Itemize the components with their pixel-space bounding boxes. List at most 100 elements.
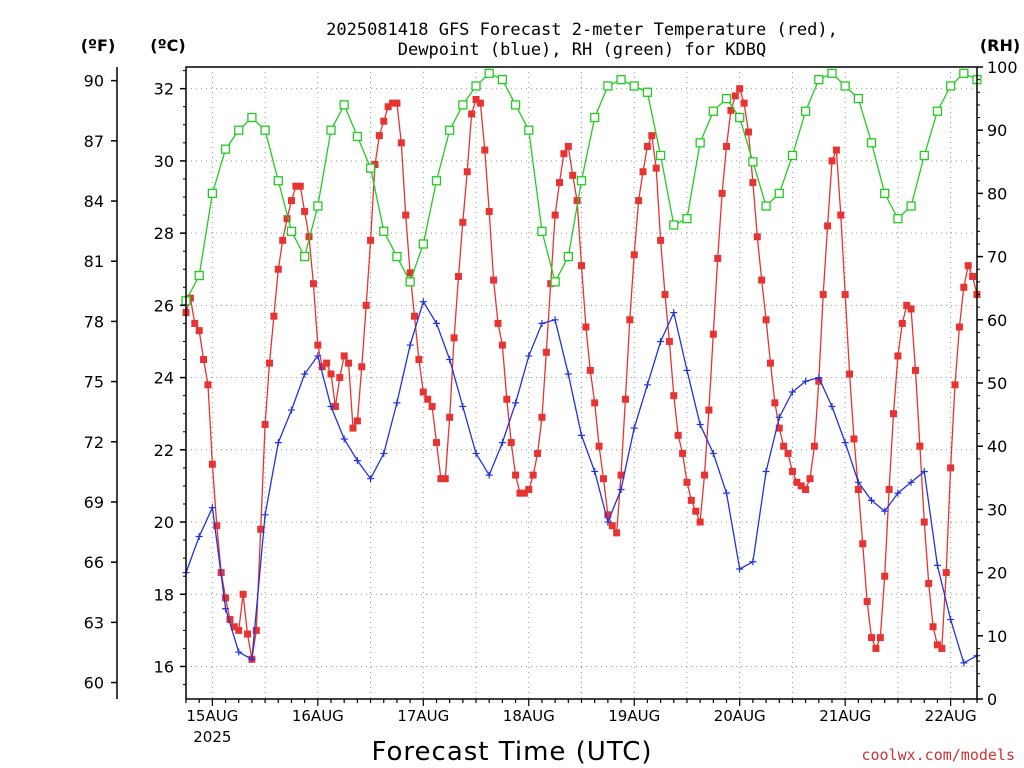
temperature-point (832, 146, 840, 154)
temperature-point (419, 388, 427, 396)
temperature-point (753, 233, 761, 241)
rh-point (326, 125, 336, 135)
dewpoint-point (920, 467, 928, 475)
rh-tick-label: 100 (987, 58, 1018, 77)
rh-point (194, 270, 204, 281)
temperature-point (951, 381, 959, 389)
temperature-point (806, 475, 814, 483)
chart-title-line1: 2025081418 GFS Forecast 2-meter Temperat… (326, 20, 838, 40)
dewpoint-point (683, 366, 691, 374)
dewpoint-point (762, 467, 770, 475)
dewpoint-point (195, 532, 203, 540)
rh-point (893, 214, 903, 224)
dewpoint-point (868, 496, 876, 504)
unit-label-celsius: (ºC) (150, 36, 185, 55)
temperature-point (824, 222, 832, 230)
rh-point (576, 176, 587, 186)
dewpoint-point (222, 605, 230, 613)
dewpoint-point (512, 399, 520, 407)
rh-tick-label: 20 (987, 564, 1007, 583)
fahrenheit-tick-label: 90 (84, 72, 104, 91)
temperature-point (810, 442, 818, 450)
rh-point (339, 100, 349, 110)
temperature-point (630, 251, 638, 259)
temperature-point (854, 486, 862, 494)
rh-point (379, 226, 389, 236)
temperature-point (793, 478, 801, 486)
temperature-point (305, 233, 313, 241)
dewpoint-point (261, 511, 269, 519)
temperature-point (920, 518, 928, 526)
dewpoint-point (881, 507, 889, 515)
dewpoint-point (841, 439, 849, 447)
dewpoint-point (802, 377, 810, 385)
temperature-point (771, 399, 779, 407)
dewpoint-point (393, 399, 401, 407)
rh-point (524, 125, 534, 135)
dewpoint-point (367, 475, 375, 483)
dewpoint-point (340, 435, 348, 443)
temperature-point (520, 489, 528, 497)
celsius-tick-label: 30 (154, 152, 174, 171)
temperature-point (353, 417, 361, 425)
temperature-point (683, 478, 691, 486)
temperature-point (890, 410, 898, 418)
rh-point (563, 251, 573, 262)
temperature-point (301, 207, 309, 215)
temperature-point (898, 319, 906, 327)
dewpoint-point (274, 439, 282, 447)
rh-point (827, 68, 837, 78)
temperature-point (679, 449, 687, 457)
dewpoint-point (287, 406, 295, 414)
rh-tick-label: 40 (987, 437, 1007, 456)
temperature-point (670, 392, 678, 400)
temperature-point (459, 218, 467, 226)
rh-point (959, 68, 969, 78)
rh-tick-label: 90 (987, 121, 1007, 140)
temperature-point (762, 316, 770, 324)
x-tick-label: 18AUG (503, 707, 555, 725)
rh-point (669, 220, 679, 230)
rh-point (616, 74, 626, 85)
temperature-point (617, 471, 625, 479)
temperature-point (639, 168, 647, 176)
rh-point (906, 201, 916, 211)
x-tick-label: 22AUG (925, 707, 977, 725)
rh-point (945, 81, 956, 91)
dewpoint-point (907, 478, 915, 486)
temperature-point (468, 110, 476, 118)
temperature-point (837, 211, 845, 219)
temperature-point (222, 594, 230, 602)
rh-point (207, 188, 218, 199)
dewpoint-point (775, 413, 783, 421)
temperature-point (727, 106, 735, 114)
temperature-point (274, 265, 282, 273)
temperature-point (279, 236, 287, 244)
rh-tick-label: 50 (987, 374, 1007, 393)
fahrenheit-tick-label: 63 (84, 613, 104, 632)
temperature-point (191, 319, 199, 327)
dewpoint-point (828, 402, 836, 410)
rh-point (590, 112, 600, 123)
dewpoint-point (894, 489, 902, 497)
temperature-point (406, 269, 414, 277)
temperature-point (323, 359, 331, 367)
temperature-point (604, 511, 612, 519)
temperature-point (775, 424, 783, 432)
rh-point (550, 277, 560, 287)
temperature-point (538, 413, 546, 421)
temperature-point (428, 402, 436, 410)
temperature-point (911, 366, 919, 374)
dewpoint-point (960, 659, 968, 667)
dewpoint-point (670, 309, 678, 317)
temperature-point (529, 471, 537, 479)
temperature-point (938, 644, 946, 652)
temperature-point (494, 319, 502, 327)
dewpoint-point (301, 370, 309, 378)
temperature-point (287, 197, 295, 205)
dewpoint-point (538, 319, 546, 327)
temperature-point (608, 522, 616, 530)
rh-point (721, 93, 732, 104)
rh-point (748, 157, 758, 167)
temperature-point (797, 482, 805, 490)
